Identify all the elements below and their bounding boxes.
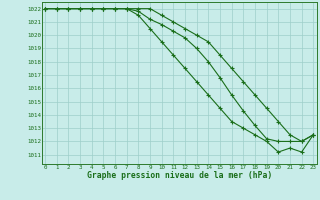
X-axis label: Graphe pression niveau de la mer (hPa): Graphe pression niveau de la mer (hPa) [87,171,272,180]
